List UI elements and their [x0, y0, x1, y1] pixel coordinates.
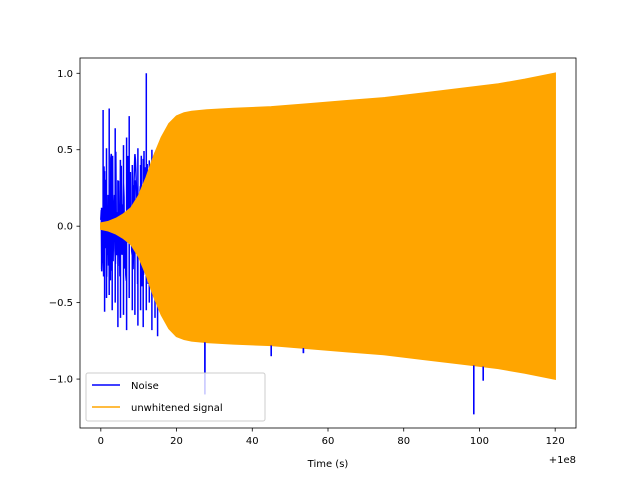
y-tick-label: 0.5	[57, 145, 73, 156]
legend-box	[85, 372, 266, 422]
x-tick-label: 40	[246, 436, 259, 447]
legend-noise-label: Noise	[131, 381, 159, 392]
x-tick-label: 0	[98, 436, 104, 447]
y-tick-label: −1.0	[49, 375, 73, 386]
legend-signal-label: unwhitened signal	[131, 403, 223, 414]
x-tick-label: 100	[470, 436, 489, 447]
x-tick-label: 80	[397, 436, 410, 447]
y-tick-label: 0.0	[57, 222, 73, 233]
x-offset-label: +1e8	[549, 455, 576, 466]
x-tick-label: 120	[546, 436, 565, 447]
x-axis-label: Time (s)	[307, 459, 349, 470]
legend: Noise unwhitened signal	[85, 372, 266, 422]
series-layer	[100, 72, 556, 415]
x-tick-label: 60	[322, 436, 335, 447]
y-tick-label: 1.0	[57, 69, 73, 80]
x-axis: 0 20 40 60 80 100 120	[98, 428, 565, 447]
series-unwhitened-signal-fill	[100, 73, 556, 380]
y-axis: −1.0 −0.5 0.0 0.5 1.0	[49, 69, 80, 386]
y-tick-label: −0.5	[49, 298, 73, 309]
x-tick-label: 20	[170, 436, 183, 447]
